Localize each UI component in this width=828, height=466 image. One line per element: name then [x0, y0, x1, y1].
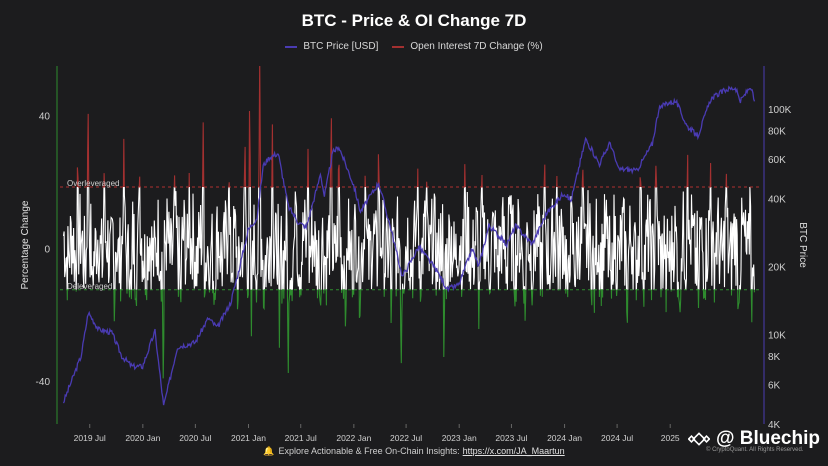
oi-change-line-neutral — [62, 186, 755, 290]
copyright-mark: © CryptoQuant. All Rights Reserved. — [706, 447, 804, 453]
x-tick-label: 2022 Jan — [336, 433, 371, 443]
bluechip-watermark: @ Bluechip — [687, 428, 820, 450]
x-tick-label: 2023 Jul — [495, 433, 527, 443]
bell-icon: 🔔 — [263, 446, 275, 456]
legend-label-oi: Open Interest 7D Change (%) — [410, 41, 543, 52]
right-tick-label: 100K — [768, 105, 792, 116]
btc-price-line — [62, 85, 756, 406]
legend-item-oi[interactable]: Open Interest 7D Change (%) — [392, 41, 543, 52]
x-tick-label: 2020 Jan — [125, 433, 160, 443]
chart-title: BTC - Price & OI Change 7D — [301, 11, 527, 30]
binance-logo-icon — [687, 432, 710, 446]
right-tick-label: 10K — [768, 330, 786, 341]
watermark-brand: @ Bluechip — [715, 428, 820, 449]
legend-item-price[interactable]: BTC Price [USD] — [285, 41, 378, 52]
chart-legend: BTC Price [USD] Open Interest 7D Change … — [0, 41, 828, 52]
x-tick-label: 2023 Jan — [442, 433, 477, 443]
x-tick-label: 2025 — [661, 433, 680, 443]
x-tick-label: 2022 Jul — [390, 433, 422, 443]
x-tick-label: 2019 Jul — [74, 433, 106, 443]
right-tick-label: 4K — [768, 420, 781, 431]
y2-axis-title: BTC Price — [797, 222, 808, 268]
legend-swatch-price — [285, 45, 298, 48]
right-tick-label: 6K — [768, 380, 781, 391]
x-tick-label: 2024 Jan — [547, 433, 582, 443]
right-tick-label: 60K — [768, 155, 786, 166]
x-tick-label: 2021 Jan — [231, 433, 266, 443]
threshold-label-deleveraged: Deleveraged — [67, 282, 112, 291]
left-tick-label: 0 — [44, 244, 50, 255]
legend-swatch-oi — [392, 45, 405, 48]
x-tick-label: 2020 Jul — [179, 433, 211, 443]
right-tick-label: 40K — [768, 195, 786, 206]
right-tick-label: 80K — [768, 127, 786, 138]
right-tick-label: 20K — [768, 262, 786, 273]
left-tick-label: -40 — [36, 377, 51, 388]
footer-text: Explore Actionable & Free On-Chain Insig… — [278, 446, 460, 456]
x-tick-label: 2024 Jul — [601, 433, 633, 443]
y-axis-title: Percentage Change — [20, 200, 31, 289]
legend-label-price: BTC Price [USD] — [303, 41, 379, 52]
left-tick-label: 40 — [39, 112, 51, 123]
x-tick-label: 2021 Jul — [285, 433, 317, 443]
footer-insights: 🔔 Explore Actionable & Free On-Chain Insi… — [0, 446, 828, 457]
right-tick-label: 8K — [768, 352, 781, 363]
threshold-label-overleveraged: Overleveraged — [67, 179, 119, 188]
footer-link[interactable]: https://x.com/JA_Maartun — [462, 446, 565, 456]
